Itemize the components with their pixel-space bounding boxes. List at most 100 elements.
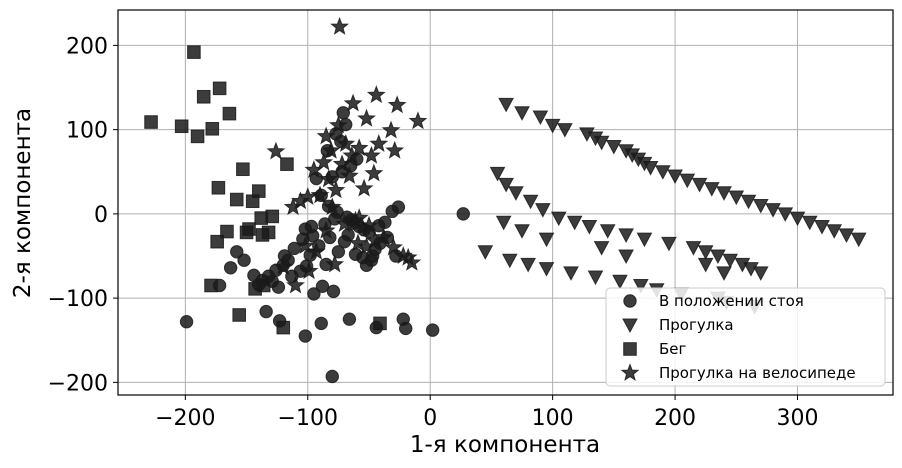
data-point-circle: [312, 239, 326, 253]
x-axis-label: 1-я компонента: [410, 432, 600, 458]
data-point-square: [251, 184, 266, 198]
legend-marker-star: [620, 363, 640, 382]
data-point-star: [385, 140, 405, 159]
data-point-square: [229, 192, 244, 207]
data-point-triangle-down: [716, 186, 732, 201]
x-tick-label: −100: [278, 406, 338, 431]
data-point-circle: [399, 321, 413, 336]
data-point-triangle-down: [667, 169, 683, 185]
data-point-circle: [319, 257, 333, 272]
data-point-triangle-down: [532, 110, 549, 126]
data-point-square: [265, 209, 280, 224]
data-point-triangle-down: [765, 203, 781, 218]
data-point-triangle-down: [618, 249, 634, 265]
data-point-star: [266, 141, 286, 160]
data-point-circle: [212, 278, 227, 293]
data-point-circle: [277, 249, 292, 263]
data-point-triangle-down: [593, 135, 610, 151]
data-point-triangle-down: [606, 139, 622, 155]
data-point-triangle-down: [612, 274, 628, 290]
series-square: [144, 45, 387, 335]
data-point-circle: [309, 171, 324, 186]
x-tick-label: −200: [155, 406, 215, 431]
data-point-triangle-down: [826, 224, 843, 239]
data-point-triangle-down: [538, 262, 555, 277]
data-point-star: [357, 108, 376, 127]
data-point-circle: [342, 312, 357, 326]
data-point-star: [362, 145, 381, 164]
y-tick-label: −100: [48, 287, 108, 312]
data-point-triangle-down: [599, 224, 616, 239]
data-point-circle: [323, 230, 337, 245]
legend-marker-square: [623, 342, 637, 356]
data-point-circle: [314, 188, 328, 203]
data-point-circle: [385, 204, 399, 219]
data-point-triangle-down: [618, 228, 634, 243]
data-point-circle: [315, 279, 330, 294]
data-point-circle: [456, 207, 470, 221]
data-point-triangle-down: [661, 236, 677, 252]
data-point-star: [366, 85, 386, 104]
data-point-circle: [380, 230, 395, 245]
data-point-circle: [318, 217, 332, 231]
data-point-triangle-down: [838, 228, 855, 243]
data-point-triangle-down: [679, 173, 696, 189]
data-point-square: [187, 45, 201, 59]
data-point-triangle-down: [740, 194, 757, 210]
data-point-circle: [336, 106, 350, 120]
data-point-triangle-down: [752, 198, 769, 214]
data-point-star: [364, 163, 384, 182]
data-point-circle: [340, 210, 354, 224]
data-point-square: [211, 180, 226, 195]
data-point-triangle-down: [538, 232, 555, 248]
data-point-star: [408, 111, 428, 130]
data-point-triangle-down: [498, 97, 514, 113]
data-point-star: [298, 187, 318, 206]
x-tick-label: 300: [777, 406, 819, 431]
data-point-triangle-down: [685, 241, 702, 256]
data-point-triangle-down: [514, 106, 530, 121]
data-point-triangle-down: [495, 215, 512, 231]
data-point-triangle-down: [535, 203, 551, 218]
y-tick-label: 200: [66, 34, 108, 59]
data-point-triangle-down: [593, 241, 610, 256]
data-point-square: [255, 228, 270, 242]
data-point-square: [205, 121, 220, 136]
y-tick-label: −200: [48, 371, 108, 396]
data-point-square: [144, 115, 158, 129]
data-point-circle: [179, 315, 194, 329]
data-point-triangle-down: [498, 177, 514, 193]
data-point-circle: [296, 232, 310, 246]
data-point-circle: [272, 314, 287, 328]
data-point-square: [174, 119, 189, 134]
data-point-triangle-down: [716, 266, 732, 281]
data-point-circle: [307, 287, 321, 301]
legend-label: Бег: [659, 340, 687, 358]
data-point-triangle-down: [691, 177, 708, 193]
data-point-square: [232, 308, 247, 322]
data-point-circle: [287, 241, 302, 256]
data-point-triangle-down: [566, 215, 583, 231]
data-point-triangle-down: [522, 194, 539, 210]
x-tick-label: 100: [532, 406, 574, 431]
data-point-triangle-down: [508, 186, 524, 201]
data-point-triangle-down: [789, 211, 806, 227]
data-point-circle: [223, 261, 238, 275]
data-point-square: [212, 81, 227, 96]
data-point-triangle-down: [544, 118, 561, 134]
data-point-triangle-down: [703, 182, 720, 197]
data-point-circle: [303, 248, 317, 262]
data-point-triangle-down: [777, 207, 794, 222]
data-point-square: [222, 106, 237, 121]
data-point-triangle-down: [581, 220, 598, 235]
plot-frame: [117, 9, 894, 396]
data-point-square: [196, 89, 211, 104]
data-point-star: [330, 16, 350, 35]
data-point-circle: [230, 245, 244, 259]
data-point-circle: [331, 245, 346, 259]
data-point-square: [210, 234, 224, 249]
data-point-triangle-down: [477, 245, 494, 260]
data-point-triangle-down: [520, 257, 536, 273]
tick-labels: −200 −100 0 100 200 300 −200 −100 0 100 200: [48, 34, 819, 431]
